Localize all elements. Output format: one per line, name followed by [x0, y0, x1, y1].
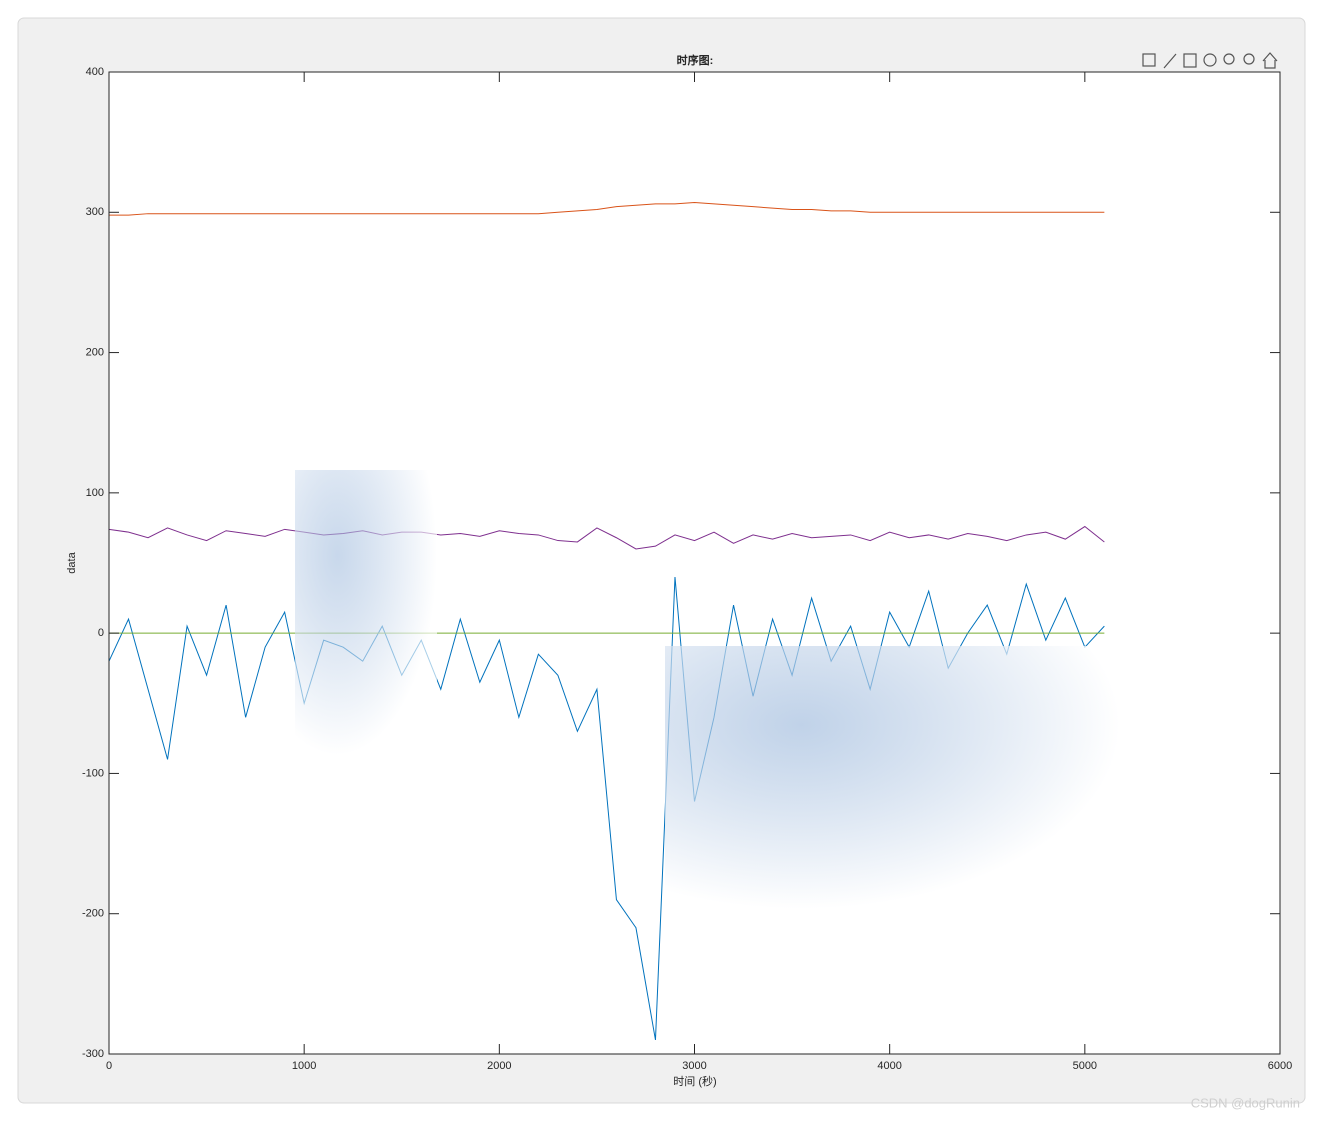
export-icon[interactable]	[1142, 53, 1156, 67]
zoom-in-icon[interactable]	[1223, 53, 1235, 65]
home-icon[interactable]	[1262, 52, 1278, 69]
x-tick-label: 5000	[1073, 1060, 1097, 1072]
y-tick-label: 100	[86, 487, 104, 499]
x-tick-label: 0	[106, 1060, 112, 1072]
series-line	[108, 525, 1105, 550]
y-tick-label: 0	[98, 627, 104, 639]
y-tick-label: 300	[86, 206, 104, 218]
x-tick-label: 2000	[487, 1060, 511, 1072]
y-tick-label: -300	[82, 1048, 104, 1060]
zoom-out-icon[interactable]	[1243, 53, 1255, 65]
y-tick-label: 200	[86, 346, 104, 358]
overlay-blur	[295, 470, 437, 755]
x-axis-label: 时间 (秒)	[673, 1074, 716, 1088]
x-tick-label: 1000	[292, 1060, 316, 1072]
pan-icon[interactable]	[1203, 53, 1217, 67]
toolbar[interactable]	[1142, 52, 1278, 69]
y-tick-label: 400	[86, 66, 104, 78]
y-tick-label: -200	[82, 908, 104, 920]
series-line	[109, 201, 1105, 216]
brush-icon[interactable]	[1163, 53, 1177, 69]
series-line	[108, 576, 1105, 1041]
x-tick-label: 6000	[1268, 1060, 1292, 1072]
x-tick-label: 3000	[682, 1060, 706, 1072]
y-axis-label: data	[66, 551, 78, 573]
overlay-blur	[665, 646, 1120, 909]
datatip-icon[interactable]	[1183, 53, 1197, 68]
x-tick-label: 4000	[877, 1060, 901, 1072]
y-tick-label: -100	[82, 767, 104, 779]
chart-title: 时序图:	[677, 53, 714, 67]
plot-area	[108, 201, 1105, 1041]
watermark: CSDN @dogRunin	[1191, 1095, 1300, 1110]
